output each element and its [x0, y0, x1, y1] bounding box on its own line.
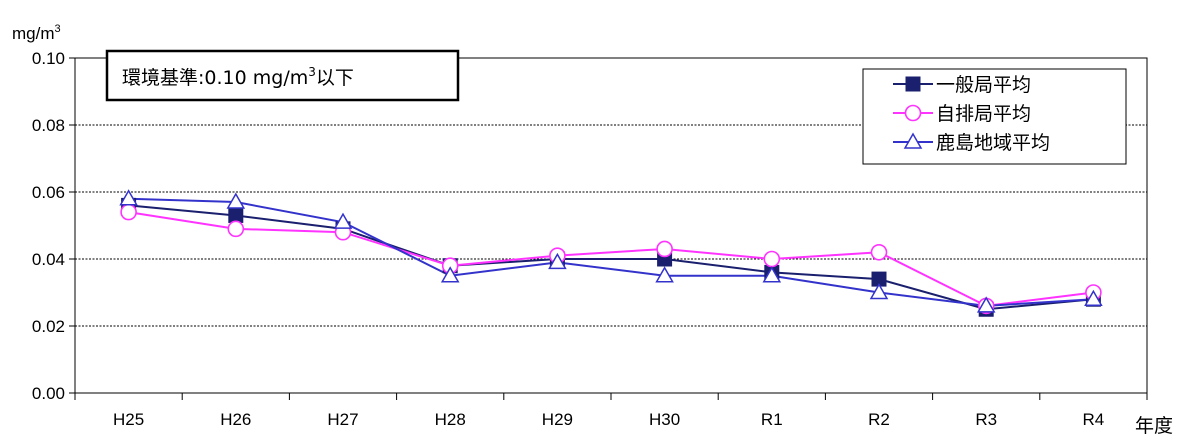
data-point — [226, 192, 246, 209]
y-tick-label: 0.08 — [32, 116, 65, 135]
data-point — [333, 212, 353, 229]
legend-marker — [904, 104, 922, 122]
x-tick-label: H27 — [327, 410, 358, 429]
x-tick-label: R1 — [761, 410, 783, 429]
series-line — [128, 204, 1094, 311]
x-tick-label: H25 — [113, 410, 144, 429]
legend-label: 自排局平均 — [936, 103, 1031, 125]
y-tick-label: 0.06 — [32, 183, 65, 202]
annotation-box — [105, 49, 460, 102]
y-tick-label: 0.02 — [32, 317, 65, 336]
data-point — [870, 244, 888, 261]
legend-label: 一般局平均 — [936, 74, 1031, 96]
y-tick-label: 0.04 — [32, 250, 65, 269]
data-point — [120, 203, 137, 221]
standard-annotation: 環境基準:0.10 mg/m3以下 — [105, 49, 460, 102]
legend-marker — [905, 76, 921, 92]
data-point — [440, 266, 460, 283]
axes: 0.00 0.02 0.04 0.06 0.08 0.10 H25 H26 H27 H28 H29 H… — [32, 49, 1148, 429]
data-point — [655, 266, 674, 283]
x-tick-label: R4 — [1083, 410, 1105, 429]
y-tick-label: 0.00 — [32, 384, 65, 403]
data-point — [656, 240, 673, 258]
data-point — [976, 296, 996, 313]
data-point — [227, 220, 245, 238]
x-axis-unit: 年度 — [1135, 415, 1173, 437]
x-tick-label: H29 — [542, 410, 573, 429]
data-point — [119, 189, 138, 206]
series-line — [128, 211, 1094, 307]
legend-label: 鹿島地域平均 — [936, 132, 1050, 154]
data-point — [869, 282, 889, 300]
x-tick-label: H28 — [435, 410, 466, 429]
data-point — [763, 250, 781, 268]
y-axis-unit: mg/m3 — [12, 23, 61, 43]
data-point — [548, 252, 567, 270]
legend-marker — [903, 132, 923, 149]
data-point — [228, 207, 244, 223]
series-group — [119, 189, 1103, 317]
x-tick-label: H30 — [649, 410, 680, 429]
series-line — [128, 197, 1094, 307]
data-point — [1084, 289, 1103, 306]
data-point — [762, 266, 782, 283]
x-tick-label: R2 — [868, 410, 890, 429]
x-tick-label: R3 — [975, 410, 997, 429]
annotation-text: 環境基準:0.10 mg/m3以下 — [122, 65, 354, 89]
x-tick-label: H26 — [220, 410, 251, 429]
y-tick-label: 0.10 — [32, 49, 65, 68]
